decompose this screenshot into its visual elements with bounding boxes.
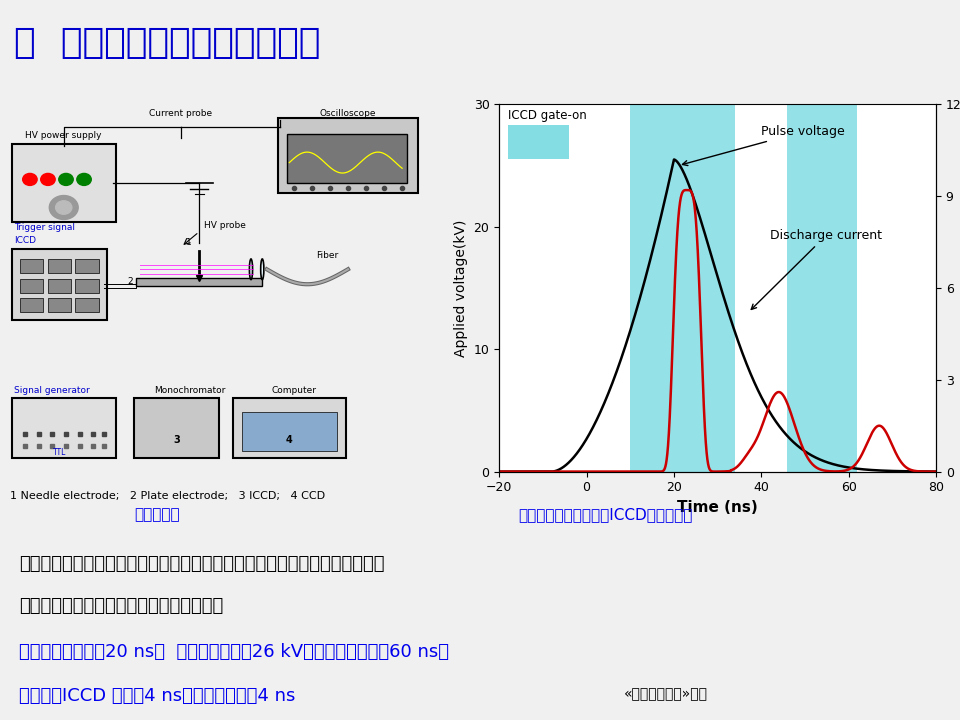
Ellipse shape xyxy=(250,259,252,279)
Bar xyxy=(823,104,840,472)
FancyBboxPatch shape xyxy=(12,398,115,459)
Bar xyxy=(47,279,71,293)
Bar xyxy=(76,259,99,274)
Text: 3: 3 xyxy=(173,436,180,446)
Bar xyxy=(840,104,857,472)
Text: Monochromator: Monochromator xyxy=(154,386,226,395)
Text: «电工技术学报»发布: «电工技术学报»发布 xyxy=(624,687,708,701)
Circle shape xyxy=(23,174,37,186)
FancyBboxPatch shape xyxy=(233,398,346,459)
Text: 动态拍摄ICCD 门宽：4 ns；探测器门宽：4 ns: 动态拍摄ICCD 门宽：4 ns；探测器门宽：4 ns xyxy=(19,687,296,705)
Text: 实验装置图: 实验装置图 xyxy=(134,508,180,523)
Text: Oscilloscope: Oscilloscope xyxy=(320,109,376,118)
Text: 实验装置由高压电源（纳秒脉冲电源）、填充床等离子体反应器（单针板电极: 实验装置由高压电源（纳秒脉冲电源）、填充床等离子体反应器（单针板电极 xyxy=(19,554,385,573)
Text: HV power supply: HV power supply xyxy=(26,131,102,140)
Text: Pulse voltage: Pulse voltage xyxy=(683,125,845,166)
FancyBboxPatch shape xyxy=(12,248,107,320)
Text: ICCD gate-on: ICCD gate-on xyxy=(508,109,587,122)
Bar xyxy=(136,278,262,286)
Text: 二  纳秒脉冲放电时空分布诊断: 二 纳秒脉冲放电时空分布诊断 xyxy=(14,26,321,60)
Text: Signal generator: Signal generator xyxy=(14,386,90,395)
Bar xyxy=(787,104,804,472)
Text: 4: 4 xyxy=(286,436,293,446)
Ellipse shape xyxy=(261,259,264,279)
Circle shape xyxy=(49,196,78,220)
Text: Current probe: Current probe xyxy=(150,109,212,118)
FancyBboxPatch shape xyxy=(133,398,220,459)
Bar xyxy=(19,259,43,274)
Bar xyxy=(718,104,735,472)
Bar xyxy=(76,298,99,312)
Bar xyxy=(805,104,823,472)
Circle shape xyxy=(40,174,55,186)
Bar xyxy=(508,125,569,160)
Bar xyxy=(665,104,683,472)
Bar xyxy=(700,104,718,472)
Bar xyxy=(683,104,700,472)
X-axis label: Time (ns): Time (ns) xyxy=(677,500,758,515)
Text: ICCD: ICCD xyxy=(14,236,36,245)
Text: 2: 2 xyxy=(127,277,132,287)
Text: Discharge current: Discharge current xyxy=(752,229,882,310)
Text: TTL: TTL xyxy=(53,448,66,456)
Bar xyxy=(631,104,648,472)
Text: 结构）、光谱诊断系统、电学诊断系统组成: 结构）、光谱诊断系统、电学诊断系统组成 xyxy=(19,597,224,615)
Bar xyxy=(47,259,71,274)
Bar xyxy=(76,279,99,293)
Bar xyxy=(648,104,665,472)
Text: Trigger signal: Trigger signal xyxy=(14,223,75,232)
Bar xyxy=(47,298,71,312)
Text: HV probe: HV probe xyxy=(204,221,246,230)
Text: Fiber: Fiber xyxy=(317,251,339,260)
Circle shape xyxy=(56,201,72,215)
Bar xyxy=(242,412,337,451)
Circle shape xyxy=(77,174,91,186)
Y-axis label: Applied voltage(kV): Applied voltage(kV) xyxy=(454,220,468,356)
Text: 脉冲电压上升沿：20 ns；  脉冲峰值电压：26 kV；测量持续时间：60 ns；: 脉冲电压上升沿：20 ns； 脉冲峰值电压：26 kV；测量持续时间：60 ns… xyxy=(19,643,449,661)
Bar xyxy=(19,298,43,312)
Text: 1 Needle electrode;   2 Plate electrode;   3 ICCD;   4 CCD: 1 Needle electrode; 2 Plate electrode; 3… xyxy=(10,491,324,501)
Text: 放电电压、电流波形及ICCD门宽示意图: 放电电压、电流波形及ICCD门宽示意图 xyxy=(518,508,693,523)
Text: 1: 1 xyxy=(185,238,191,247)
Circle shape xyxy=(59,174,73,186)
Bar xyxy=(287,135,407,183)
FancyBboxPatch shape xyxy=(12,144,115,222)
Text: Computer: Computer xyxy=(272,386,316,395)
FancyBboxPatch shape xyxy=(278,117,418,192)
Bar xyxy=(19,279,43,293)
